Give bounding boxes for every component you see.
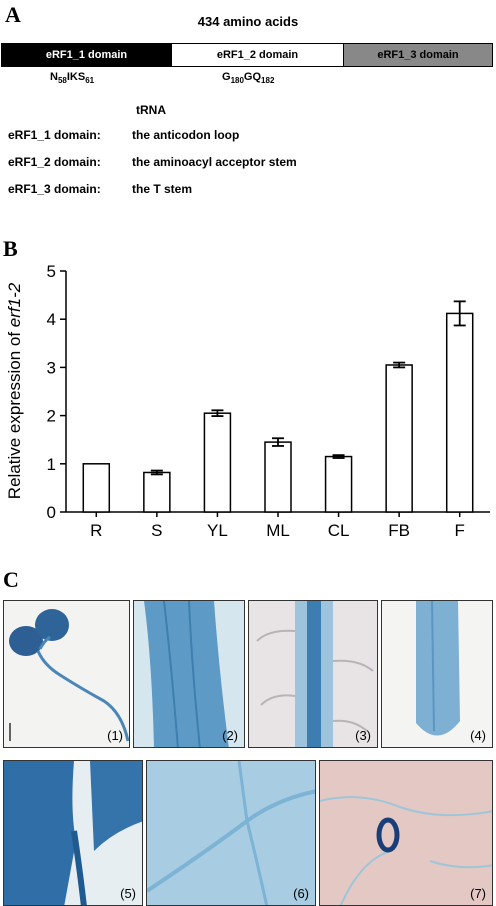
micrograph-seedling: (1): [3, 600, 130, 748]
trna-row: eRF1_3 domain: the T stem: [8, 182, 193, 196]
bar-fb: [385, 364, 413, 513]
y-tick-label: 4: [47, 310, 56, 329]
photo-label: (7): [470, 886, 486, 901]
photo-label: (3): [355, 728, 371, 743]
y-axis-label: Relative expression of erf1-2: [5, 282, 24, 499]
micrograph-stomata: (7): [319, 760, 493, 906]
error-bar-yl: [211, 409, 224, 417]
expression-bar-chart: 0 1 2 3 4 5 R S YL ML CL FB F Relative expression of…: [5, 262, 490, 540]
micrograph-leaf-petiole: (5): [3, 760, 143, 906]
trna-header: tRNA: [136, 103, 166, 117]
bar-ml: [264, 441, 292, 513]
x-tick-label: F: [455, 521, 465, 540]
trna-row: eRF1_1 domain: the anticodon loop: [8, 128, 240, 142]
panel-letter-b: B: [3, 236, 18, 261]
chart-bars: [82, 300, 474, 513]
panel-letter-c: C: [3, 567, 19, 592]
x-tick-label: CL: [328, 521, 350, 540]
y-tick-label: 5: [47, 262, 56, 281]
x-tick-label: ML: [266, 521, 290, 540]
protein-length-title: 434 amino acids: [197, 14, 299, 29]
photo-label: (2): [222, 728, 238, 743]
y-tick-label: 3: [47, 358, 56, 377]
y-tick-label: 1: [47, 455, 56, 474]
y-tick-label: 2: [47, 407, 56, 426]
error-bar-ml: [272, 437, 284, 447]
photo-label: (4): [470, 728, 486, 743]
motif-ggq: G180GQ182: [222, 71, 275, 86]
micrograph-root-elongation: (2): [133, 600, 245, 748]
panel-letter-a: A: [5, 2, 21, 27]
domain-erf1-3: eRF1_3 domain: [343, 43, 493, 67]
chart-axes: 0 1 2 3 4 5 R S YL ML CL FB F: [47, 262, 490, 540]
x-tick-label: R: [90, 521, 102, 540]
y-tick-label: 0: [47, 503, 56, 522]
micrograph-leaf-veins: (6): [146, 760, 316, 906]
x-tick-label: YL: [207, 521, 228, 540]
error-bar-fb: [393, 361, 406, 369]
x-tick-label: S: [151, 521, 162, 540]
bar-f: [445, 312, 474, 513]
bar-r: [82, 463, 111, 513]
bar-s: [143, 471, 171, 513]
error-bar-cl: [332, 454, 345, 459]
error-bar-s: [150, 469, 163, 476]
photo-label: (5): [120, 886, 136, 901]
x-tick-label: FB: [388, 521, 410, 540]
motif-nikS: N58IKS61: [50, 71, 95, 86]
photo-label: (6): [293, 886, 309, 901]
domain-erf1-2: eRF1_2 domain: [171, 43, 344, 67]
micrograph-root-tip: (4): [381, 600, 493, 748]
error-bar-f: [453, 300, 466, 327]
bar-yl: [203, 412, 232, 513]
photo-label: (1): [107, 728, 123, 743]
domain-erf1-1: eRF1_1 domain: [1, 43, 172, 67]
micrograph-root-hairs: (3): [248, 600, 378, 748]
trna-row: eRF1_2 domain: the aminoacyl acceptor ste…: [8, 155, 297, 169]
bar-cl: [324, 455, 353, 513]
